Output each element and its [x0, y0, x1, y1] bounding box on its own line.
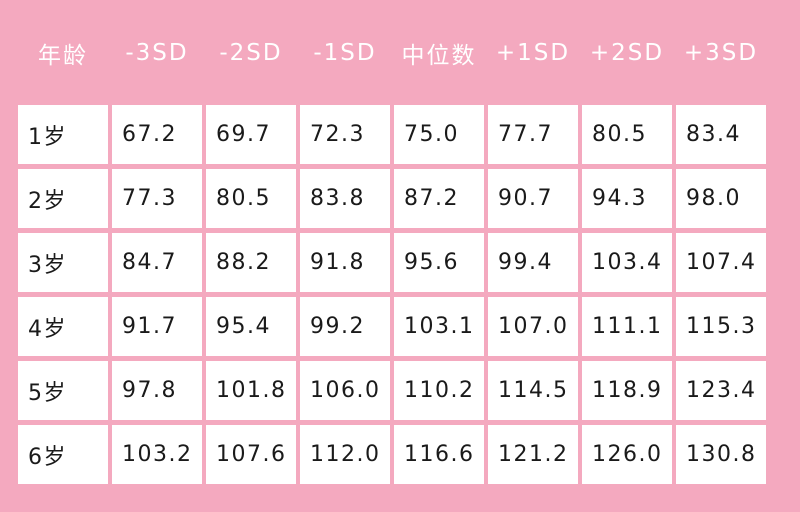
table-cell: 98.0: [676, 169, 766, 228]
table-cell: 91.8: [300, 233, 390, 292]
table-cell: 107.4: [676, 233, 766, 292]
table-cell: 115.3: [676, 297, 766, 356]
header-cell: 年龄: [18, 5, 108, 100]
age-cell: 6岁: [18, 425, 108, 484]
header-cell: +3SD: [676, 5, 766, 100]
table-cell: 111.1: [582, 297, 672, 356]
age-cell: 5岁: [18, 361, 108, 420]
age-cell: 4岁: [18, 297, 108, 356]
table-cell: 72.3: [300, 105, 390, 164]
table-cell: 101.8: [206, 361, 296, 420]
table-row: 6岁 103.2 107.6 112.0 116.6 121.2 126.0 1…: [18, 425, 766, 484]
header-row: 年龄 -3SD -2SD -1SD 中位数 +1SD +2SD +3SD: [18, 5, 766, 100]
table-cell: 103.4: [582, 233, 672, 292]
table-cell: 123.4: [676, 361, 766, 420]
table-cell: 90.7: [488, 169, 578, 228]
age-cell: 3岁: [18, 233, 108, 292]
header-cell: +1SD: [488, 5, 578, 100]
table-row: 5岁 97.8 101.8 106.0 110.2 114.5 118.9 12…: [18, 361, 766, 420]
table-cell: 103.2: [112, 425, 202, 484]
table-cell: 91.7: [112, 297, 202, 356]
table-cell: 95.6: [394, 233, 484, 292]
table-row: 3岁 84.7 88.2 91.8 95.6 99.4 103.4 107.4: [18, 233, 766, 292]
table-cell: 83.4: [676, 105, 766, 164]
table-cell: 83.8: [300, 169, 390, 228]
table-cell: 103.1: [394, 297, 484, 356]
table-cell: 95.4: [206, 297, 296, 356]
table-cell: 75.0: [394, 105, 484, 164]
table-cell: 126.0: [582, 425, 672, 484]
table-cell: 77.3: [112, 169, 202, 228]
table-cell: 110.2: [394, 361, 484, 420]
table-cell: 97.8: [112, 361, 202, 420]
table-cell: 99.4: [488, 233, 578, 292]
table-row: 2岁 77.3 80.5 83.8 87.2 90.7 94.3 98.0: [18, 169, 766, 228]
table-cell: 114.5: [488, 361, 578, 420]
age-cell: 1岁: [18, 105, 108, 164]
table-cell: 80.5: [206, 169, 296, 228]
header-cell: -1SD: [300, 5, 390, 100]
table-cell: 116.6: [394, 425, 484, 484]
table-cell: 107.0: [488, 297, 578, 356]
header-cell: +2SD: [582, 5, 672, 100]
table-cell: 99.2: [300, 297, 390, 356]
header-cell: -2SD: [206, 5, 296, 100]
table-cell: 94.3: [582, 169, 672, 228]
table-cell: 88.2: [206, 233, 296, 292]
table-cell: 118.9: [582, 361, 672, 420]
age-cell: 2岁: [18, 169, 108, 228]
header-cell: 中位数: [394, 5, 484, 100]
table-cell: 80.5: [582, 105, 672, 164]
growth-standard-table: 年龄 -3SD -2SD -1SD 中位数 +1SD +2SD +3SD 1岁 …: [14, 0, 770, 489]
table-cell: 84.7: [112, 233, 202, 292]
table-cell: 67.2: [112, 105, 202, 164]
table-cell: 130.8: [676, 425, 766, 484]
table-row: 1岁 67.2 69.7 72.3 75.0 77.7 80.5 83.4: [18, 105, 766, 164]
table-cell: 87.2: [394, 169, 484, 228]
header-cell: -3SD: [112, 5, 202, 100]
table-row: 4岁 91.7 95.4 99.2 103.1 107.0 111.1 115.…: [18, 297, 766, 356]
table-cell: 121.2: [488, 425, 578, 484]
table-cell: 112.0: [300, 425, 390, 484]
table-cell: 69.7: [206, 105, 296, 164]
table-cell: 77.7: [488, 105, 578, 164]
table-cell: 107.6: [206, 425, 296, 484]
table-cell: 106.0: [300, 361, 390, 420]
